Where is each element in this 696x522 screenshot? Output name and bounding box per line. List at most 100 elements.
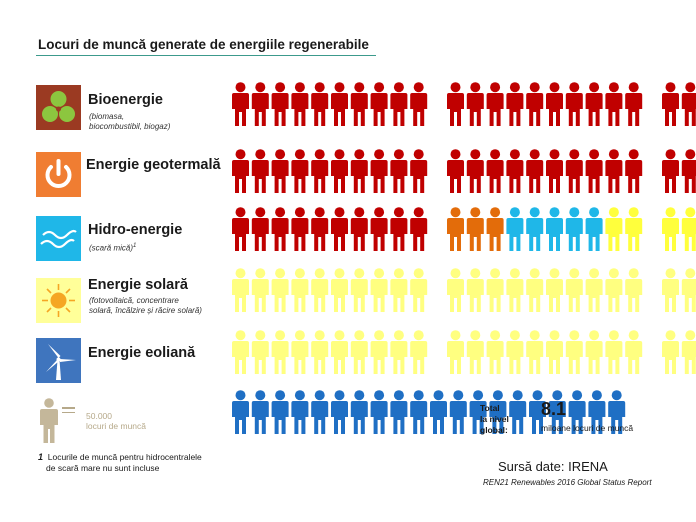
person-figure [311, 207, 329, 251]
person-figure [486, 82, 504, 126]
person-figure [390, 149, 408, 193]
person-figure [390, 207, 408, 251]
person-figure [271, 207, 289, 251]
person-figure [546, 268, 563, 312]
person-figure [506, 207, 524, 251]
person-figure [449, 390, 467, 434]
person-figure [447, 149, 464, 193]
person-figure [350, 268, 368, 312]
person-figure [546, 207, 563, 251]
person-figure [565, 268, 583, 312]
person-figure [232, 390, 249, 434]
person-figure [605, 207, 623, 251]
person-figure [486, 149, 504, 193]
person-figure [390, 82, 408, 126]
person-figure [565, 149, 583, 193]
person-figure [681, 330, 696, 374]
person-figure [410, 82, 428, 126]
legend-equals-sign [62, 407, 75, 415]
person-figure [469, 390, 487, 434]
person-figure [390, 330, 408, 374]
person-figure [350, 82, 368, 126]
person-figure [251, 390, 269, 434]
person-figure [605, 149, 623, 193]
total-value: 8.1 [541, 399, 567, 419]
legend-label: 50.000 locuri de muncă [86, 411, 147, 431]
person-figure [466, 330, 484, 374]
person-figure [331, 82, 348, 126]
row-subtitle-hydro: (scară mică)1 [89, 243, 137, 253]
person-figure [506, 149, 524, 193]
source-label: Sursă date: IRENA [498, 459, 608, 474]
person-figure [662, 149, 679, 193]
person-figure [291, 268, 309, 312]
waves-icon [36, 216, 81, 261]
person-figure [662, 207, 679, 251]
person-figure [489, 390, 507, 434]
person-figure [410, 330, 428, 374]
person-figure [331, 268, 348, 312]
person-figure [447, 330, 464, 374]
person-figure [568, 390, 586, 434]
person-figure [466, 268, 484, 312]
person-figure [370, 82, 388, 126]
person-figure [291, 149, 309, 193]
person-figure [350, 390, 368, 434]
person-figure [509, 390, 527, 434]
person-figure [447, 207, 464, 251]
person-figure [410, 268, 428, 312]
person-figure [271, 268, 289, 312]
person-figure [291, 207, 309, 251]
person-figure [232, 207, 249, 251]
person-figure [271, 82, 289, 126]
person-figure [271, 149, 289, 193]
row-name-bioenergy: Bioenergie [88, 92, 163, 108]
person-figure [466, 207, 484, 251]
person-figure [466, 82, 484, 126]
total-unit: miloane locuri de muncă [541, 423, 634, 433]
person-figure [350, 330, 368, 374]
person-figure [350, 149, 368, 193]
person-figure [529, 390, 546, 434]
person-figure [410, 149, 428, 193]
person-figure [506, 268, 524, 312]
person-figure [331, 390, 348, 434]
person-figure [291, 330, 309, 374]
person-figure [585, 268, 603, 312]
page-title: Locuri de muncă generate de energiile re… [38, 37, 369, 52]
person-figure [565, 207, 583, 251]
person-figure [370, 330, 388, 374]
person-figure [331, 207, 348, 251]
person-figure [232, 268, 249, 312]
person-figure [546, 82, 563, 126]
row-name-wind: Energie eoliană [88, 345, 196, 361]
person-figure [548, 390, 566, 434]
person-figure [447, 82, 464, 126]
person-figure [585, 82, 603, 126]
person-figure [331, 330, 348, 374]
person-figure [311, 330, 329, 374]
person-figure [625, 149, 643, 193]
person-figure [605, 330, 623, 374]
total-label: Total la nivel global: [480, 403, 509, 435]
person-figure [662, 330, 679, 374]
person-figure [625, 207, 643, 251]
person-figure [625, 330, 643, 374]
row-name-geothermal: Energie geotermală [86, 157, 221, 173]
person-figure [585, 149, 603, 193]
person-figure [605, 82, 623, 126]
person-figure [370, 207, 388, 251]
person-figure [526, 149, 544, 193]
person-figure [331, 149, 348, 193]
person-figure [546, 149, 563, 193]
power-icon [36, 152, 81, 197]
person-figure [506, 330, 524, 374]
person-figure [430, 390, 447, 434]
person-figure [311, 149, 329, 193]
person-figure [625, 82, 643, 126]
person-figure [311, 268, 329, 312]
person-figure [291, 390, 309, 434]
person-figure [486, 207, 504, 251]
sun-icon [36, 278, 81, 323]
